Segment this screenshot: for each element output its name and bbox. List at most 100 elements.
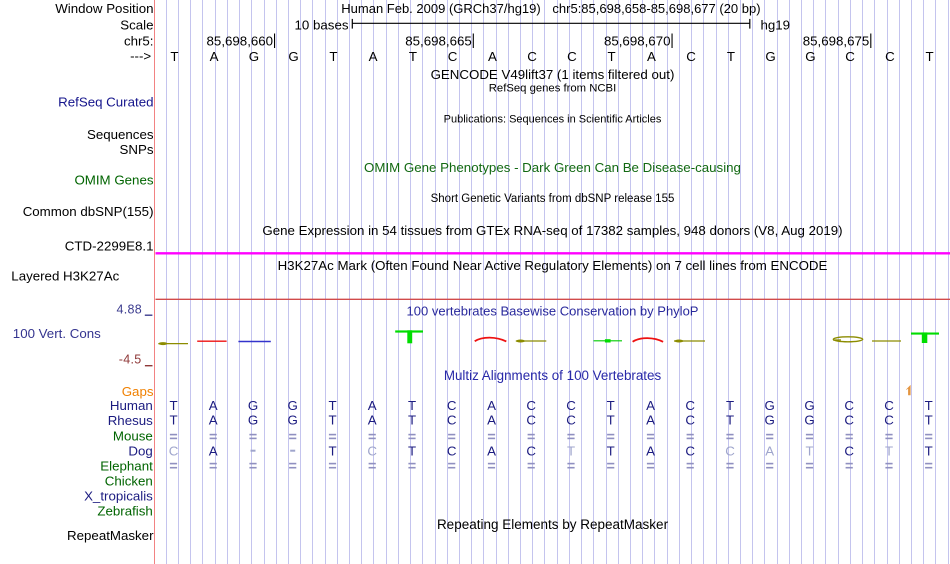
svg-text:T: T: [608, 49, 616, 64]
svg-text:Common dbSNP(155): Common dbSNP(155): [23, 204, 154, 219]
svg-text:Elephant: Elephant: [100, 459, 153, 474]
svg-text:Layered H3K27Ac: Layered H3K27Ac: [11, 269, 119, 284]
svg-text:Publications: Sequences in Sci: Publications: Sequences in Scientific Ar…: [444, 114, 662, 126]
svg-text:C: C: [884, 398, 894, 413]
svg-text:C: C: [567, 49, 577, 64]
svg-text:C: C: [169, 443, 179, 458]
svg-text:G: G: [288, 49, 298, 64]
svg-text:Human Feb. 2009 (GRCh37/hg19): Human Feb. 2009 (GRCh37/hg19): [341, 1, 540, 16]
svg-text:C: C: [447, 443, 457, 458]
svg-text:G: G: [288, 413, 298, 428]
svg-text:C: C: [526, 413, 536, 428]
svg-text:T: T: [926, 49, 934, 64]
svg-text:10 bases: 10 bases: [295, 17, 349, 32]
svg-text:T: T: [408, 398, 416, 413]
svg-text:Gaps: Gaps: [122, 384, 154, 399]
svg-text:85,698,660: 85,698,660: [207, 34, 274, 49]
svg-text:OMIM Genes: OMIM Genes: [74, 173, 153, 188]
svg-text:T: T: [169, 413, 177, 428]
svg-text:4.88: 4.88: [116, 303, 142, 317]
svg-text:A: A: [369, 49, 378, 64]
svg-text:A: A: [368, 398, 377, 413]
svg-text:Chicken: Chicken: [105, 474, 153, 489]
svg-text:T: T: [170, 49, 178, 64]
svg-text:85,698,665: 85,698,665: [405, 34, 472, 49]
svg-text:G: G: [804, 398, 814, 413]
svg-text:100 vertebrates Basewise Conse: 100 vertebrates Basewise Conservation by…: [407, 303, 699, 318]
svg-text:T: T: [567, 443, 575, 458]
svg-text:GENCODE V49lift37 (1 items fil: GENCODE V49lift37 (1 items filtered out): [431, 67, 675, 82]
svg-text:T: T: [726, 398, 734, 413]
svg-text:Zebrafish: Zebrafish: [97, 504, 152, 519]
svg-text:T: T: [727, 49, 735, 64]
svg-text:T: T: [726, 413, 734, 428]
svg-text:X_tropicalis: X_tropicalis: [84, 489, 153, 504]
svg-text:T: T: [408, 413, 416, 428]
svg-text:A: A: [647, 49, 656, 64]
svg-text:G: G: [288, 398, 298, 413]
svg-text:C: C: [686, 49, 696, 64]
svg-text:RepeatMasker: RepeatMasker: [67, 528, 154, 543]
svg-text:Repeating Elements by RepeatMa: Repeating Elements by RepeatMasker: [437, 517, 669, 532]
svg-text:T: T: [805, 443, 813, 458]
svg-text:T: T: [925, 413, 933, 428]
svg-text:A: A: [487, 398, 496, 413]
svg-text:G: G: [805, 49, 815, 64]
svg-text:Gene Expression in 54 tissues: Gene Expression in 54 tissues from GTEx …: [262, 223, 842, 238]
svg-text:100 Vert. Cons: 100 Vert. Cons: [13, 326, 101, 341]
svg-text:85,698,675: 85,698,675: [803, 34, 870, 49]
svg-text:A: A: [209, 413, 218, 428]
svg-text:A: A: [368, 413, 377, 428]
svg-text:G: G: [765, 413, 775, 428]
svg-text:Human: Human: [110, 398, 153, 413]
svg-text:T: T: [328, 398, 336, 413]
svg-text:T: T: [409, 49, 417, 64]
svg-text:C: C: [526, 443, 536, 458]
svg-text:RefSeq genes from NCBI: RefSeq genes from NCBI: [489, 82, 616, 94]
svg-text:T: T: [885, 443, 893, 458]
svg-text:C: C: [685, 413, 695, 428]
svg-text:A: A: [209, 398, 218, 413]
svg-text:T: T: [328, 443, 336, 458]
svg-text:G: G: [765, 398, 775, 413]
svg-text:C: C: [566, 413, 576, 428]
svg-text:SNPs: SNPs: [120, 142, 154, 157]
svg-text:C: C: [685, 398, 695, 413]
svg-text:Sequences: Sequences: [87, 127, 154, 142]
svg-text:C: C: [844, 398, 854, 413]
svg-text:G: G: [765, 49, 775, 64]
svg-text:C: C: [845, 49, 855, 64]
svg-text:OMIM Gene Phenotypes - Dark Gr: OMIM Gene Phenotypes - Dark Green Can Be…: [364, 160, 741, 175]
svg-text:T: T: [329, 49, 337, 64]
svg-text:A: A: [488, 49, 497, 64]
svg-text:G: G: [248, 398, 258, 413]
svg-text:A: A: [646, 413, 655, 428]
svg-text:A: A: [487, 413, 496, 428]
svg-text:C: C: [367, 443, 377, 458]
svg-text:C: C: [526, 398, 536, 413]
svg-text:A: A: [210, 49, 219, 64]
svg-text:C: C: [725, 443, 735, 458]
svg-text:Dog: Dog: [128, 443, 152, 458]
svg-text:T: T: [408, 443, 416, 458]
svg-text:T: T: [328, 413, 336, 428]
svg-text:C: C: [844, 413, 854, 428]
svg-text:A: A: [209, 443, 218, 458]
svg-text:CTD-2299E8.1: CTD-2299E8.1: [65, 239, 154, 254]
svg-text:Scale: Scale: [120, 17, 153, 32]
svg-text:A: A: [765, 443, 774, 458]
svg-text:H3K27Ac Mark (Often Found Near: H3K27Ac Mark (Often Found Near Active Re…: [278, 258, 828, 273]
svg-text:Window Position: Window Position: [55, 1, 153, 16]
svg-text:Multiz Alignments of 100 Verte: Multiz Alignments of 100 Vertebrates: [444, 368, 662, 383]
svg-text:T: T: [925, 443, 933, 458]
svg-text:A: A: [646, 398, 655, 413]
svg-text:T: T: [607, 443, 615, 458]
svg-text:Rhesus: Rhesus: [108, 413, 153, 428]
svg-text:G: G: [804, 413, 814, 428]
svg-text:C: C: [447, 413, 457, 428]
svg-text:T: T: [925, 398, 933, 413]
svg-text:C: C: [447, 398, 457, 413]
svg-text:C: C: [884, 413, 894, 428]
svg-text:T: T: [607, 413, 615, 428]
svg-text:T: T: [169, 398, 177, 413]
